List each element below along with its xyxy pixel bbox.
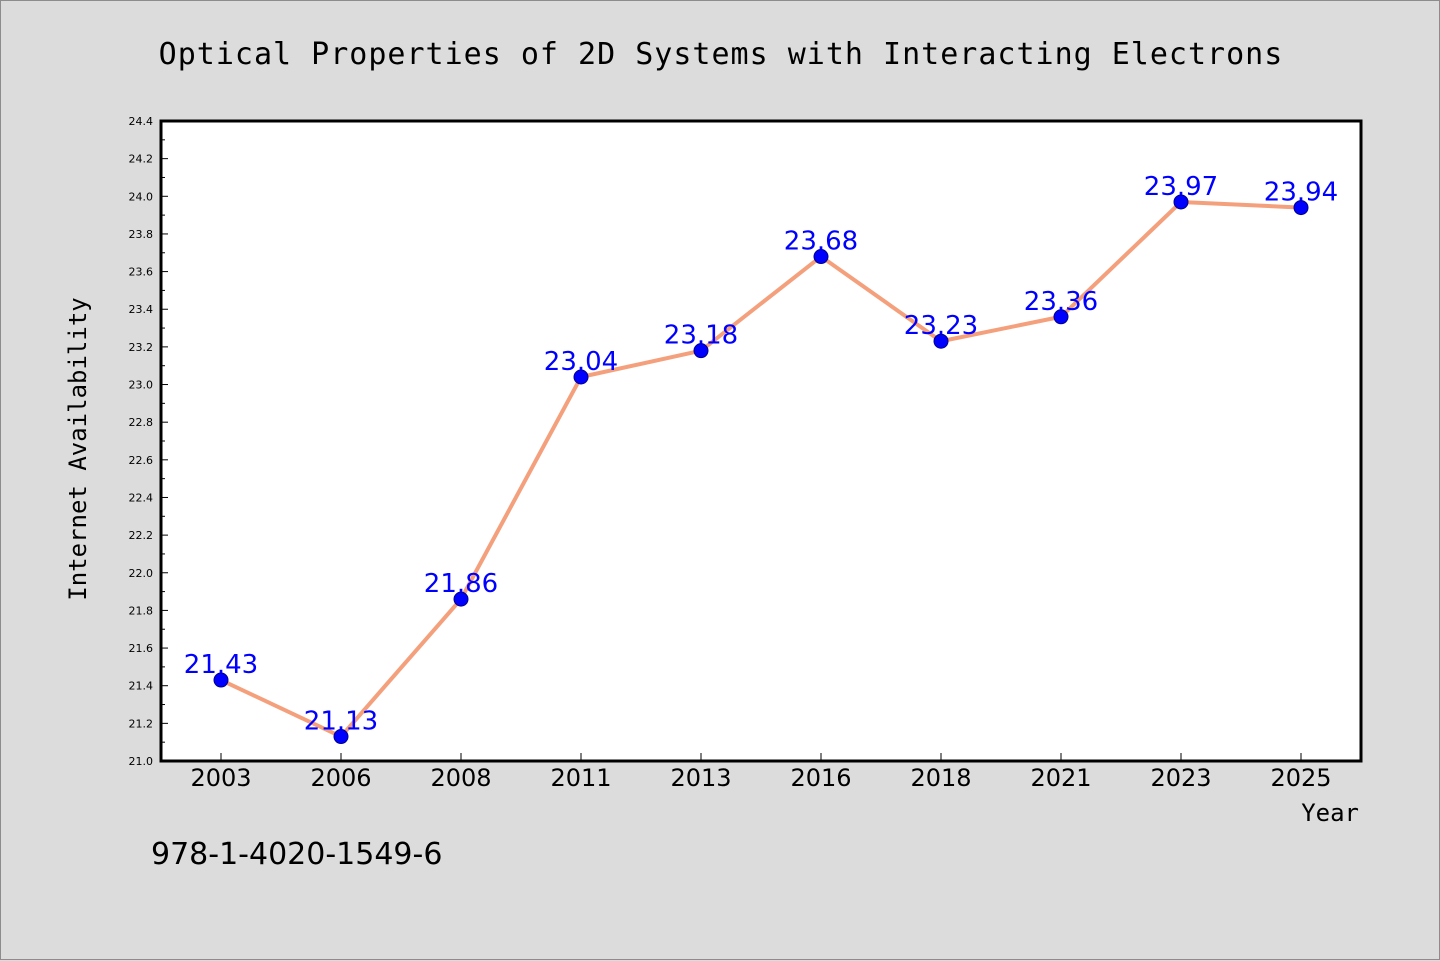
data-point	[573, 369, 589, 385]
data-point	[1173, 194, 1189, 210]
data-point	[1053, 309, 1069, 325]
y-tick-label: 21.6	[129, 642, 154, 655]
data-label: 23.04	[544, 347, 618, 377]
x-tick-label: 2008	[430, 764, 491, 792]
y-tick-label: 21.0	[129, 755, 154, 768]
y-tick-label: 22.6	[129, 454, 154, 467]
y-axis: 21.0 21.2 21.4 21.6 21.8 22.0 22.2 22.4 22.6 22.8…	[129, 115, 168, 768]
y-tick-label: 23.4	[129, 303, 154, 316]
x-tick-label: 2013	[670, 764, 731, 792]
x-tick-label: 2003	[190, 764, 251, 792]
y-tick-label: 23.0	[129, 379, 154, 392]
series-line	[220, 199, 1302, 739]
y-tick-label: 22.2	[129, 529, 154, 542]
data-label: 23.36	[1024, 287, 1098, 317]
y-tick-label: 21.2	[129, 717, 154, 730]
data-label: 21.43	[184, 650, 258, 680]
isbn-text: 978-1-4020-1549-6	[151, 837, 442, 872]
data-point	[693, 343, 709, 359]
x-tick-label: 2016	[790, 764, 851, 792]
y-tick-label: 24.0	[129, 190, 154, 203]
y-tick-label: 23.6	[129, 266, 154, 279]
plot-area	[159, 119, 1363, 763]
x-tick-label: 2011	[550, 764, 611, 792]
x-tick-label: 2021	[1030, 764, 1091, 792]
y-tick-label: 23.8	[129, 228, 154, 241]
y-tick-label: 24.4	[129, 115, 154, 128]
y-tick-label: 22.8	[129, 416, 154, 429]
x-axis-label: Year	[1301, 799, 1359, 827]
data-label: 23.97	[1144, 172, 1218, 202]
y-tick-label: 22.0	[129, 567, 154, 580]
x-tick-label: 2023	[1150, 764, 1211, 792]
data-point	[453, 591, 469, 607]
series-line-group	[220, 199, 1302, 739]
x-axis: 2003 2006 2008 2011 2013 2016 2018 2021 2023 2025	[190, 753, 1332, 792]
data-label: 23.94	[1264, 178, 1338, 208]
data-point	[333, 729, 349, 745]
x-tick-label: 2006	[310, 764, 371, 792]
x-tick-label: 2025	[1270, 764, 1331, 792]
y-axis-label: Internet Availability	[64, 297, 92, 600]
y-tick-label: 21.8	[129, 604, 154, 617]
data-labels: 21.43 21.13 21.86 23.04 23.18 23.68 23.23 23.36…	[184, 172, 1338, 737]
chart-title: Optical Properties of 2D Systems with In…	[159, 37, 1284, 72]
y-tick-label: 21.4	[129, 680, 154, 693]
data-point	[933, 333, 949, 349]
data-point	[1293, 200, 1309, 216]
data-point	[813, 249, 829, 265]
y-tick-label: 23.2	[129, 341, 154, 354]
data-label: 23.23	[904, 311, 978, 341]
data-point	[213, 672, 229, 688]
data-markers	[213, 194, 1309, 745]
x-tick-label: 2018	[910, 764, 971, 792]
data-label: 23.18	[664, 321, 738, 351]
data-label: 23.68	[784, 227, 858, 257]
data-label: 21.86	[424, 569, 498, 599]
data-label: 21.13	[304, 707, 378, 737]
y-tick-label: 22.4	[129, 491, 154, 504]
y-tick-label: 24.2	[129, 153, 154, 166]
